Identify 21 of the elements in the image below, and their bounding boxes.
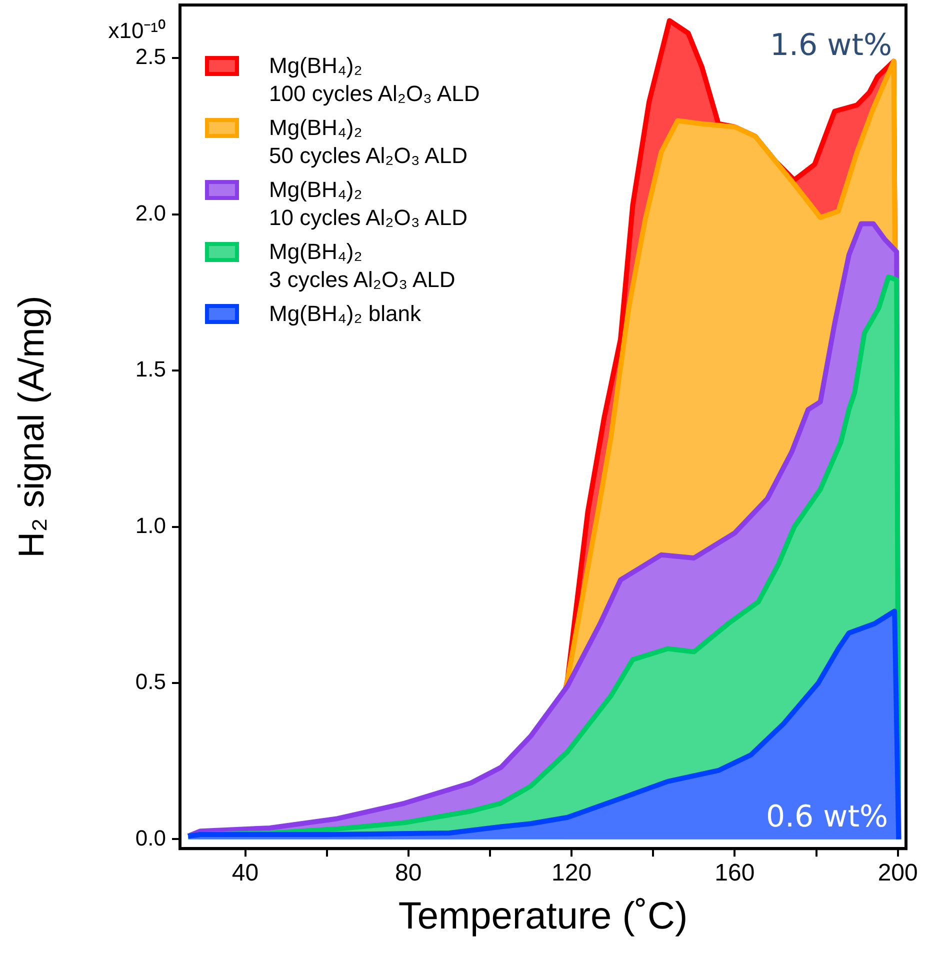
y-tick-label: 2.0 (135, 200, 166, 226)
x-tick-label: 160 (714, 860, 755, 887)
legend-label: Mg(BH₄)₂ 3 cycles Al₂O₃ ALD (269, 238, 456, 294)
y-tick-label: 0.5 (135, 669, 166, 694)
x-tick-label: 80 (395, 860, 422, 887)
legend-label: Mg(BH₄)₂ 10 cycles Al₂O₃ ALD (269, 176, 468, 232)
annotation: 1.6 wt% (770, 28, 892, 63)
text: x10⁻¹⁰ (108, 18, 166, 44)
y-tick-label: 0.0 (135, 825, 166, 850)
y-tick-label: 2.5 (135, 44, 166, 70)
legend-label: Mg(BH₄)₂ blank (269, 300, 422, 328)
legend-label: Mg(BH₄)₂ 100 cycles Al₂O₃ ALD (269, 52, 480, 108)
y-tick-label: 1.0 (135, 512, 166, 538)
legend-label: Mg(BH₄)₂ 50 cycles Al₂O₃ ALD (269, 114, 468, 170)
x-axis-title: Temperature (˚C) (398, 896, 688, 938)
y-axis-title: H₂ signal (A/mg) (10, 296, 52, 558)
x-tick-label: 120 (552, 860, 592, 887)
x-tick-label: 40 (232, 860, 259, 887)
annotation: 0.6 wt% (766, 799, 888, 834)
y-tick-label: 1.5 (135, 356, 166, 382)
x-tick-label: 200 (878, 860, 918, 887)
